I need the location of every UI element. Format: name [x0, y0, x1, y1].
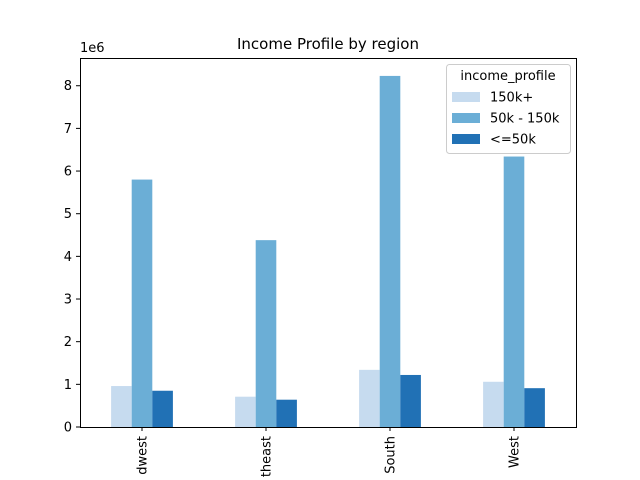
legend-label: 150k+ [490, 91, 533, 106]
bars-group [111, 75, 545, 428]
x-tick-label: theast [260, 436, 275, 477]
y-axis: 0 1 2 3 4 5 6 7 8 [64, 79, 80, 436]
bar-midwest-0 [111, 386, 132, 427]
y-tick-label: 8 [64, 79, 72, 94]
legend-label: 50k - 150k [490, 112, 560, 127]
bar-northeast-2 [276, 399, 297, 427]
bar-northeast-0 [235, 396, 256, 427]
y-tick-label: 5 [64, 207, 72, 222]
bar-west-1 [503, 156, 525, 428]
x-tick-label: South [384, 436, 399, 474]
legend-swatch [452, 113, 480, 123]
legend-swatch [452, 134, 480, 144]
legend-label: <=50k [490, 133, 536, 148]
x-tick-label: dwest [136, 436, 151, 475]
y-tick-label: 7 [64, 122, 72, 137]
y-tick-label: 4 [64, 250, 72, 265]
bar-west-2 [524, 388, 545, 427]
y-tick-label: 1 [64, 378, 72, 393]
chart-title: Income Profile by region [237, 35, 419, 53]
bar-midwest-2 [152, 390, 173, 427]
bar-south-0 [359, 369, 380, 427]
y-axis-offset-label: 1e6 [80, 41, 105, 56]
x-axis: dwest theast South West [136, 427, 523, 477]
plot-frame [80, 58, 577, 428]
y-tick-label: 6 [64, 165, 72, 180]
legend: income_profile 150k+ 50k - 150k <=50k [446, 64, 571, 154]
legend-swatch [452, 92, 480, 102]
y-tick-label: 0 [64, 421, 72, 436]
legend-title: income_profile [460, 69, 555, 84]
x-tick-label: West [508, 436, 523, 468]
bar-west-0 [483, 381, 504, 427]
legend-box [446, 64, 571, 154]
bar-midwest-1 [131, 179, 153, 427]
bar-south-1 [379, 75, 401, 428]
bar-northeast-1 [255, 240, 277, 427]
y-tick-label: 2 [64, 335, 72, 350]
y-tick-label: 3 [64, 293, 72, 308]
bar-south-2 [400, 374, 421, 427]
